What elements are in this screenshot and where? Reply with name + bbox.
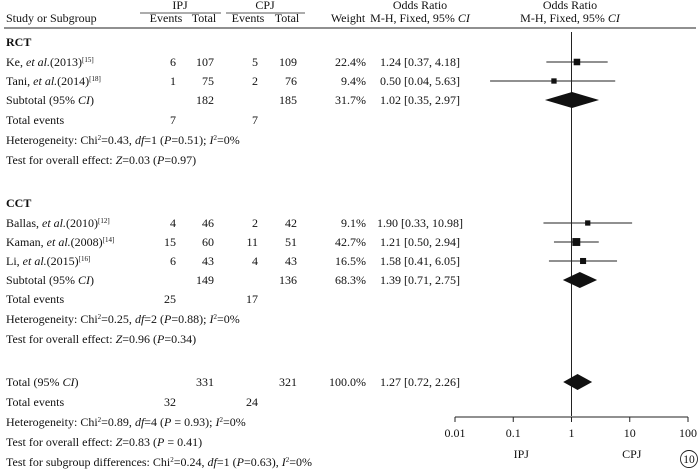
group-heading-rct: RCT xyxy=(6,35,31,49)
study-or-ci: 1.90 [0.33, 10.98] xyxy=(377,216,463,230)
study-or-ci: 1.21 [0.50, 2.94] xyxy=(380,235,460,249)
subtotal-total-cpj: 185 xyxy=(279,93,297,107)
study-events-ipj: 15 xyxy=(164,235,176,249)
effect-square-1 xyxy=(551,78,557,84)
effect-square-2 xyxy=(585,220,591,226)
total-events-ipj: 7 xyxy=(170,113,176,127)
header-total-cpj: Total xyxy=(275,11,300,25)
study-events-cpj: 2 xyxy=(252,216,258,230)
study-events-ipj: 6 xyxy=(170,254,176,268)
subtotal-weight: 31.7% xyxy=(335,93,366,107)
header-events-cpj: Events xyxy=(232,11,265,25)
heterogeneity-text: Heterogeneity: Chi2=0.43, df=1 (P=0.51);… xyxy=(6,133,240,147)
heterogeneity-text: Heterogeneity: Chi2=0.25, df=2 (P=0.88);… xyxy=(6,312,240,326)
header-group-cpj: CPJ xyxy=(255,0,275,12)
page-badge-circle xyxy=(680,450,698,468)
x-tick-label: 100 xyxy=(679,426,697,440)
subtotal-diamond-cct xyxy=(562,272,598,288)
header-plot-line2: M-H, Fixed, 95% CI xyxy=(520,11,621,25)
study-or-ci: 1.24 [0.37, 4.18] xyxy=(380,55,460,69)
study-total-cpj: 51 xyxy=(285,235,297,249)
study-events-ipj: 4 xyxy=(170,216,176,230)
subtotal-total-ipj: 182 xyxy=(196,93,214,107)
header-plot-line1: Odds Ratio xyxy=(543,0,597,12)
header-events-ipj: Events xyxy=(150,11,183,25)
study-events-ipj: 6 xyxy=(170,55,176,69)
subtotal-label: Subtotal (95% CI) xyxy=(6,273,94,287)
overall-effect-total-text: Test for overall effect: Z=0.83 (P = 0.4… xyxy=(6,435,202,449)
total-label: Total (95% CI) xyxy=(6,375,78,389)
subgroup-diff-text: Test for subgroup differences: Chi2=0.24… xyxy=(6,455,312,469)
study-weight: 16.5% xyxy=(335,254,366,268)
study-events-cpj: 5 xyxy=(252,55,258,69)
overall-effect-text: Test for overall effect: Z=0.03 (P=0.97) xyxy=(6,153,196,167)
total-events-label: Total events xyxy=(6,113,64,127)
x-tick-label: 1 xyxy=(569,426,575,440)
study-total-cpj: 109 xyxy=(279,55,297,69)
total-diamond xyxy=(563,374,593,390)
subtotal-or-ci: 1.02 [0.35, 2.97] xyxy=(380,93,460,107)
study-total-ipj: 107 xyxy=(196,55,214,69)
page-badge-number: 10 xyxy=(683,454,695,466)
effect-square-0 xyxy=(573,58,581,66)
total-or-ci: 1.27 [0.72, 2.26] xyxy=(380,375,460,389)
x-tick-label: 0.01 xyxy=(445,426,466,440)
study-total-cpj: 42 xyxy=(285,216,297,230)
study-or-ci: 1.58 [0.41, 6.05] xyxy=(380,254,460,268)
x-tick-label: 10 xyxy=(624,426,636,440)
study-weight: 42.7% xyxy=(335,235,366,249)
header-study: Study or Subgroup xyxy=(6,11,97,25)
favours-left-label: IPJ xyxy=(514,447,530,461)
subtotal-or-ci: 1.39 [0.71, 2.75] xyxy=(380,273,460,287)
study-total-cpj: 43 xyxy=(285,254,297,268)
study-total-ipj: 60 xyxy=(202,235,214,249)
study-events-cpj: 4 xyxy=(252,254,258,268)
study-total-ipj: 75 xyxy=(202,74,214,88)
study-or-ci: 0.50 [0.04, 5.63] xyxy=(380,74,460,88)
header-weight: Weight xyxy=(331,11,366,25)
header-or-line1: Odds Ratio xyxy=(393,0,447,12)
group-heading-cct: CCT xyxy=(6,196,31,210)
overall-total-events-ipj: 32 xyxy=(164,395,176,409)
subtotal-total-ipj: 149 xyxy=(196,273,214,287)
x-tick-label: 0.1 xyxy=(506,426,521,440)
overall-total-events-cpj: 24 xyxy=(246,395,258,409)
overall-effect-text: Test for overall effect: Z=0.96 (P=0.34) xyxy=(6,332,196,346)
overall-heterogeneity-text: Heterogeneity: Chi2=0.89, df=4 (P = 0.93… xyxy=(6,415,246,429)
subtotal-label: Subtotal (95% CI) xyxy=(6,93,94,107)
total-events-cpj: 7 xyxy=(252,113,258,127)
study-total-ipj: 43 xyxy=(202,254,214,268)
study-events-cpj: 2 xyxy=(252,74,258,88)
study-events-ipj: 1 xyxy=(170,74,176,88)
study-weight: 22.4% xyxy=(335,55,366,69)
favours-right-label: CPJ xyxy=(622,447,642,461)
header-total-ipj: Total xyxy=(192,11,217,25)
study-weight: 9.4% xyxy=(341,74,366,88)
study-name: Li, et al.(2015)[16] xyxy=(6,254,90,268)
subtotal-diamond-rct xyxy=(544,92,600,108)
subtotal-total-cpj: 136 xyxy=(279,273,297,287)
study-total-cpj: 76 xyxy=(285,74,297,88)
total-total-cpj: 321 xyxy=(279,375,297,389)
total-events-ipj: 25 xyxy=(164,292,176,306)
overall-total-events-label: Total events xyxy=(6,395,64,409)
study-name: Tani, et al.(2014)[18] xyxy=(6,74,101,88)
study-events-cpj: 11 xyxy=(246,235,258,249)
total-weight: 100.0% xyxy=(329,375,366,389)
study-weight: 9.1% xyxy=(341,216,366,230)
effect-square-4 xyxy=(580,257,587,265)
effect-square-3 xyxy=(572,238,581,246)
total-total-ipj: 331 xyxy=(196,375,214,389)
study-name: Ke, et al.(2013)[15] xyxy=(6,55,94,69)
header-or-line2: M-H, Fixed, 95% CI xyxy=(370,11,471,25)
study-total-ipj: 46 xyxy=(202,216,214,230)
study-name: Kaman, et al.(2008)[14] xyxy=(6,235,114,249)
header-group-ipj: IPJ xyxy=(172,0,188,12)
study-name: Ballas, et al.(2010)[12] xyxy=(6,216,110,230)
total-events-cpj: 17 xyxy=(246,292,258,306)
subtotal-weight: 68.3% xyxy=(335,273,366,287)
total-events-label: Total events xyxy=(6,292,64,306)
